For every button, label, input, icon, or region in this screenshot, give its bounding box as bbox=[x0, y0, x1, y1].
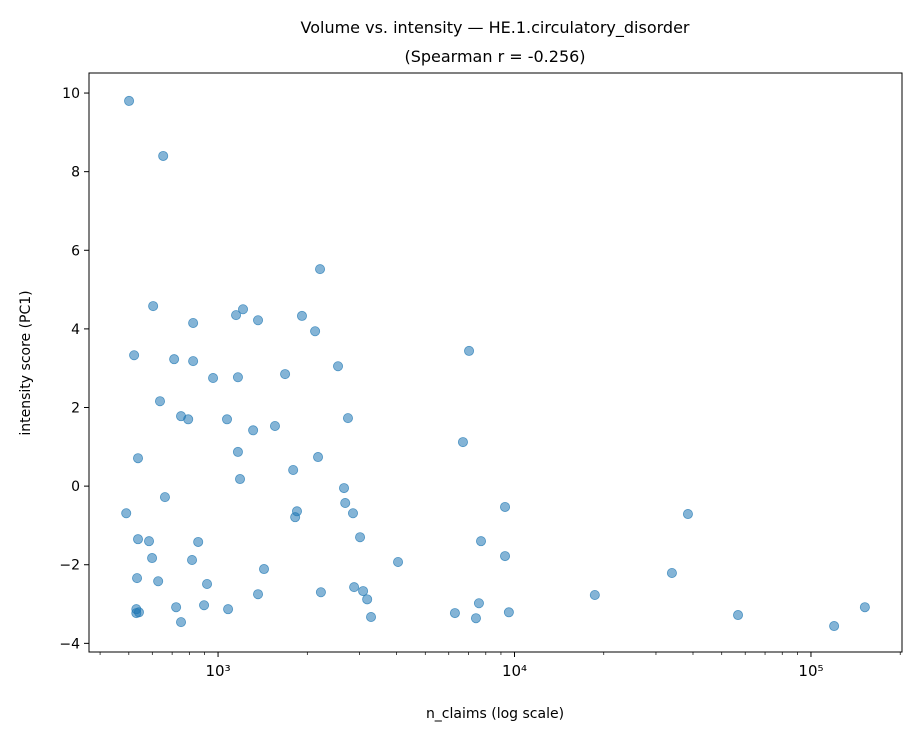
data-point bbox=[132, 573, 143, 584]
data-point bbox=[183, 414, 194, 425]
data-point bbox=[500, 501, 511, 512]
data-point bbox=[188, 317, 199, 328]
data-point bbox=[144, 536, 155, 547]
data-point bbox=[232, 446, 243, 457]
points-layer bbox=[121, 95, 870, 632]
data-point bbox=[288, 465, 299, 476]
data-point bbox=[358, 586, 369, 597]
data-point bbox=[158, 150, 169, 161]
y-tick-label: 2 bbox=[71, 401, 80, 417]
y-tick-label: −4 bbox=[59, 636, 80, 652]
data-point bbox=[682, 509, 693, 520]
data-point bbox=[859, 602, 870, 613]
data-point bbox=[223, 604, 234, 615]
y-tick-label: 6 bbox=[71, 243, 80, 259]
data-point bbox=[339, 483, 350, 494]
data-point bbox=[733, 610, 744, 621]
x-tick-label: 10⁵ bbox=[798, 662, 823, 680]
data-point bbox=[253, 315, 264, 326]
x-tick-label: 10³ bbox=[206, 662, 231, 680]
data-point bbox=[349, 582, 360, 593]
data-point bbox=[159, 492, 170, 503]
data-point bbox=[148, 301, 159, 312]
data-point bbox=[154, 396, 165, 407]
data-point bbox=[449, 608, 460, 619]
y-tick-label: 4 bbox=[71, 322, 80, 338]
data-point bbox=[366, 612, 377, 623]
data-point bbox=[129, 350, 140, 361]
chart-title: Volume vs. intensity — HE.1.circulatory_… bbox=[301, 18, 690, 38]
data-point bbox=[313, 452, 324, 463]
data-point bbox=[208, 373, 219, 384]
data-point bbox=[133, 453, 144, 464]
plot-frame bbox=[88, 72, 903, 653]
data-point bbox=[503, 607, 514, 618]
data-point bbox=[310, 326, 321, 337]
data-point bbox=[235, 474, 246, 485]
data-point bbox=[355, 532, 366, 543]
axes-layer: 10³ 10⁴ 10⁵ −4 −2 0 2 4 6 8 10 bbox=[59, 86, 901, 680]
data-point bbox=[171, 602, 182, 613]
data-point bbox=[147, 553, 158, 564]
data-point bbox=[290, 512, 301, 523]
data-point bbox=[222, 414, 233, 425]
data-point bbox=[248, 425, 259, 436]
data-point bbox=[253, 589, 264, 600]
data-point bbox=[199, 600, 210, 611]
y-axis-label: intensity score (PC1) bbox=[18, 290, 34, 435]
y-tick-label: 8 bbox=[71, 165, 80, 181]
data-point bbox=[342, 413, 353, 424]
data-point bbox=[269, 420, 280, 431]
chart-subtitle: (Spearman r = -0.256) bbox=[404, 47, 585, 66]
data-point bbox=[124, 95, 135, 106]
data-point bbox=[193, 536, 204, 547]
y-tick-label: −2 bbox=[59, 558, 80, 574]
data-point bbox=[202, 578, 213, 589]
x-axis-label: n_claims (log scale) bbox=[426, 706, 564, 722]
data-point bbox=[347, 508, 358, 519]
data-point bbox=[315, 264, 326, 275]
data-point bbox=[133, 607, 144, 618]
data-point bbox=[280, 369, 291, 380]
x-tick-label: 10⁴ bbox=[502, 662, 527, 680]
data-point bbox=[333, 361, 344, 372]
data-point bbox=[259, 564, 270, 575]
data-point bbox=[315, 587, 326, 598]
data-point bbox=[133, 534, 144, 545]
data-point bbox=[476, 536, 487, 547]
data-point bbox=[153, 576, 164, 587]
data-point bbox=[393, 556, 404, 567]
data-point bbox=[188, 356, 199, 367]
y-tick-label: 0 bbox=[71, 479, 80, 495]
data-point bbox=[589, 590, 600, 601]
data-point bbox=[362, 594, 373, 605]
data-point bbox=[500, 551, 511, 562]
data-point bbox=[340, 498, 351, 509]
data-point bbox=[457, 437, 468, 448]
data-point bbox=[169, 354, 180, 365]
data-point bbox=[121, 508, 132, 519]
data-point bbox=[464, 345, 475, 356]
data-point bbox=[829, 621, 840, 632]
data-point bbox=[187, 555, 198, 566]
data-point bbox=[238, 304, 249, 315]
data-point bbox=[231, 310, 242, 321]
data-point bbox=[296, 310, 307, 321]
data-point bbox=[473, 598, 484, 609]
y-tick-label: 10 bbox=[62, 86, 80, 102]
data-point bbox=[470, 613, 481, 624]
data-point bbox=[232, 372, 243, 383]
data-point bbox=[666, 567, 677, 578]
data-point bbox=[176, 617, 187, 628]
